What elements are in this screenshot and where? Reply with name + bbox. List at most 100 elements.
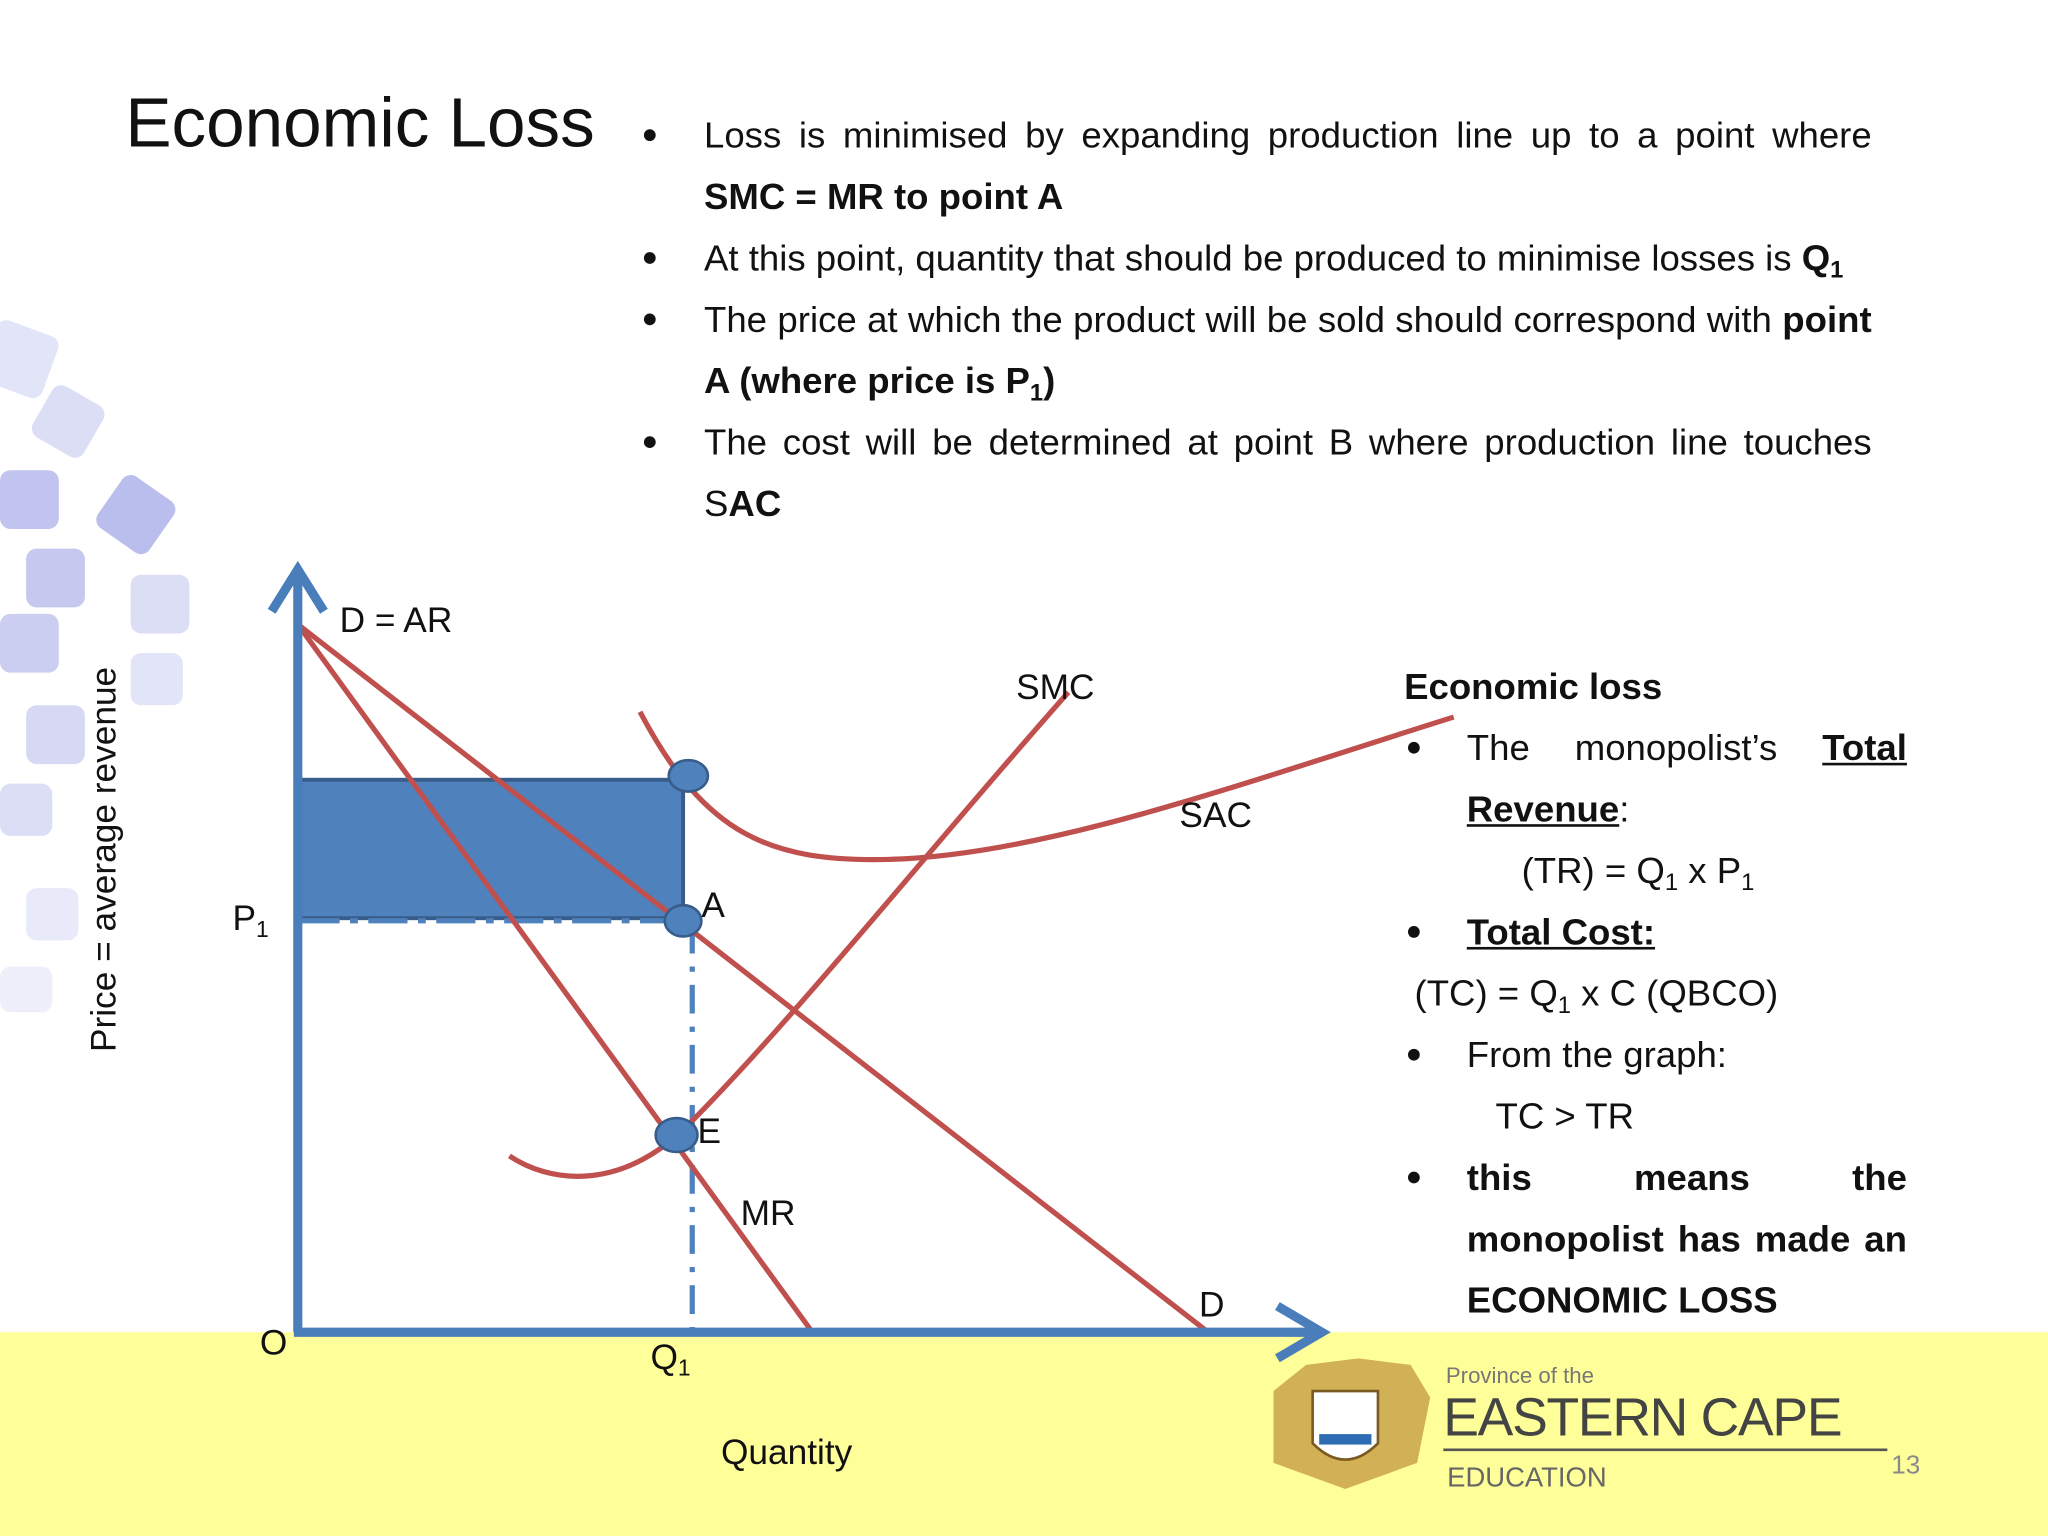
bullet-dot [1407, 741, 1420, 754]
smc-label: SMC [1016, 667, 1095, 707]
text-run: From the graph: [1466, 1034, 1727, 1075]
text-run: 1 [1741, 869, 1755, 896]
origin-label: O [259, 1323, 288, 1363]
text-run: 1 [1557, 991, 1571, 1019]
text-run: point A (where price is P [703, 299, 1872, 401]
deco-square [0, 613, 59, 673]
curves [295, 622, 1455, 1335]
text-run: 1 [677, 1354, 691, 1381]
deco-square [0, 966, 53, 1013]
text-run: Q [1801, 237, 1831, 279]
x-axis-label: Quantity [720, 1432, 853, 1472]
bullet-dot [643, 252, 656, 264]
panel-heading: Economic loss [1404, 666, 1663, 707]
text-run: TC > TR [1495, 1095, 1635, 1137]
bullet-dot [1407, 1048, 1420, 1061]
smc-curve [507, 690, 1071, 1179]
crest-water [1319, 1434, 1372, 1445]
text-run: x P [1678, 850, 1742, 891]
demand-curve [296, 622, 1210, 1335]
deco-square [130, 653, 183, 706]
deco-square [130, 574, 190, 634]
text-run: : [1619, 788, 1630, 830]
sac-label: SAC [1179, 795, 1252, 835]
title: Economic Loss [125, 84, 595, 162]
point-a [663, 903, 703, 938]
bullet-list: Loss is minimised by expanding productio… [643, 104, 1872, 534]
deco-square [0, 320, 59, 399]
panel-line: this means the monopolist has made an EC… [1404, 1147, 1907, 1331]
x-arrow [1275, 1302, 1331, 1363]
text-run: The monopolist’s [1466, 727, 1823, 768]
deco-square [26, 888, 79, 941]
text-run: x C (QBCO) [1570, 973, 1779, 1014]
bullet-item: At this point, quantity that should be p… [643, 227, 1872, 288]
points [654, 758, 710, 1154]
text-run: The cost will be determined at point B w… [703, 421, 1872, 524]
text-run: this means the monopolist has made an EC… [1466, 1157, 1907, 1321]
text-run: At this point, quantity that should be p… [703, 237, 1802, 279]
text-run: 1 [256, 915, 269, 943]
sac-curve [637, 710, 1455, 863]
footer-band [0, 1332, 2048, 1536]
text-run: P [232, 898, 257, 938]
deco-square [31, 385, 105, 458]
text-run: AC [728, 483, 782, 524]
panel-line: The monopolist’s Total Revenue: [1404, 717, 1907, 840]
bullet-item: Loss is minimised by expanding productio… [643, 104, 1872, 227]
loss-area [298, 777, 686, 921]
point-e-label: E [697, 1111, 721, 1151]
text-run: Loss is minimised by expanding productio… [703, 114, 1872, 156]
bullet-dot [1407, 1171, 1420, 1184]
panel-line: From the graph: [1404, 1024, 1907, 1085]
deco-square [0, 783, 53, 836]
text-run: The price at which the product will be s… [703, 299, 1783, 340]
panel-line: (TC) = Q1 x C (QBCO) [1404, 963, 1907, 1024]
bullet-dot [643, 129, 656, 142]
demand-end-label: D [1199, 1285, 1225, 1325]
deco-square [96, 475, 176, 555]
text-run: (TR) = Q [1521, 850, 1665, 891]
text-run: 1 [1830, 256, 1844, 283]
panel-line: Total Cost: [1404, 901, 1907, 962]
text-run: 1 [1029, 379, 1044, 406]
bullet-dot [643, 313, 656, 326]
text-run: SMC = MR to point A [703, 176, 1064, 217]
decoration [0, 320, 190, 1013]
panel-line: TC > TR [1404, 1085, 1907, 1146]
logo-name: EASTERN CAPE [1443, 1387, 1842, 1448]
text-run: Total Revenue [1466, 727, 1907, 830]
quantity-label: Q1 [650, 1337, 690, 1379]
deco-square [26, 548, 85, 608]
y-arrow [267, 560, 328, 614]
logo-department: EDUCATION [1447, 1462, 1607, 1493]
deco-square [26, 705, 85, 765]
page-number: 13 [1891, 1451, 1921, 1480]
point-e [654, 1116, 699, 1154]
text-run: (TC) = Q [1414, 973, 1558, 1014]
crest-shield [1311, 1389, 1380, 1461]
text-run: ) [1043, 360, 1056, 401]
text-run: 1 [1664, 869, 1679, 896]
demand-label: D = AR [339, 600, 453, 640]
text-run: Total Cost: [1466, 911, 1656, 953]
point-b [667, 758, 710, 793]
point-a-label: A [701, 885, 725, 925]
bullet-item: The cost will be determined at point B w… [643, 411, 1872, 534]
y-axis-label: Price = average revenue [84, 666, 124, 1053]
bullet-dot [1407, 926, 1420, 938]
text-run: Q [650, 1337, 678, 1377]
bullet-item: The price at which the product will be s… [643, 289, 1872, 412]
explanation-panel: Economic loss The monopolist’s Total Rev… [1404, 656, 1907, 1331]
logo-crest [1273, 1358, 1888, 1489]
mr-label: MR [740, 1193, 796, 1233]
price-label: P1 [232, 898, 269, 943]
deco-square [0, 470, 59, 529]
panel-line: (TR) = Q1 x P1 [1404, 840, 1907, 901]
bullet-dot [643, 436, 656, 448]
axes [267, 560, 1331, 1363]
